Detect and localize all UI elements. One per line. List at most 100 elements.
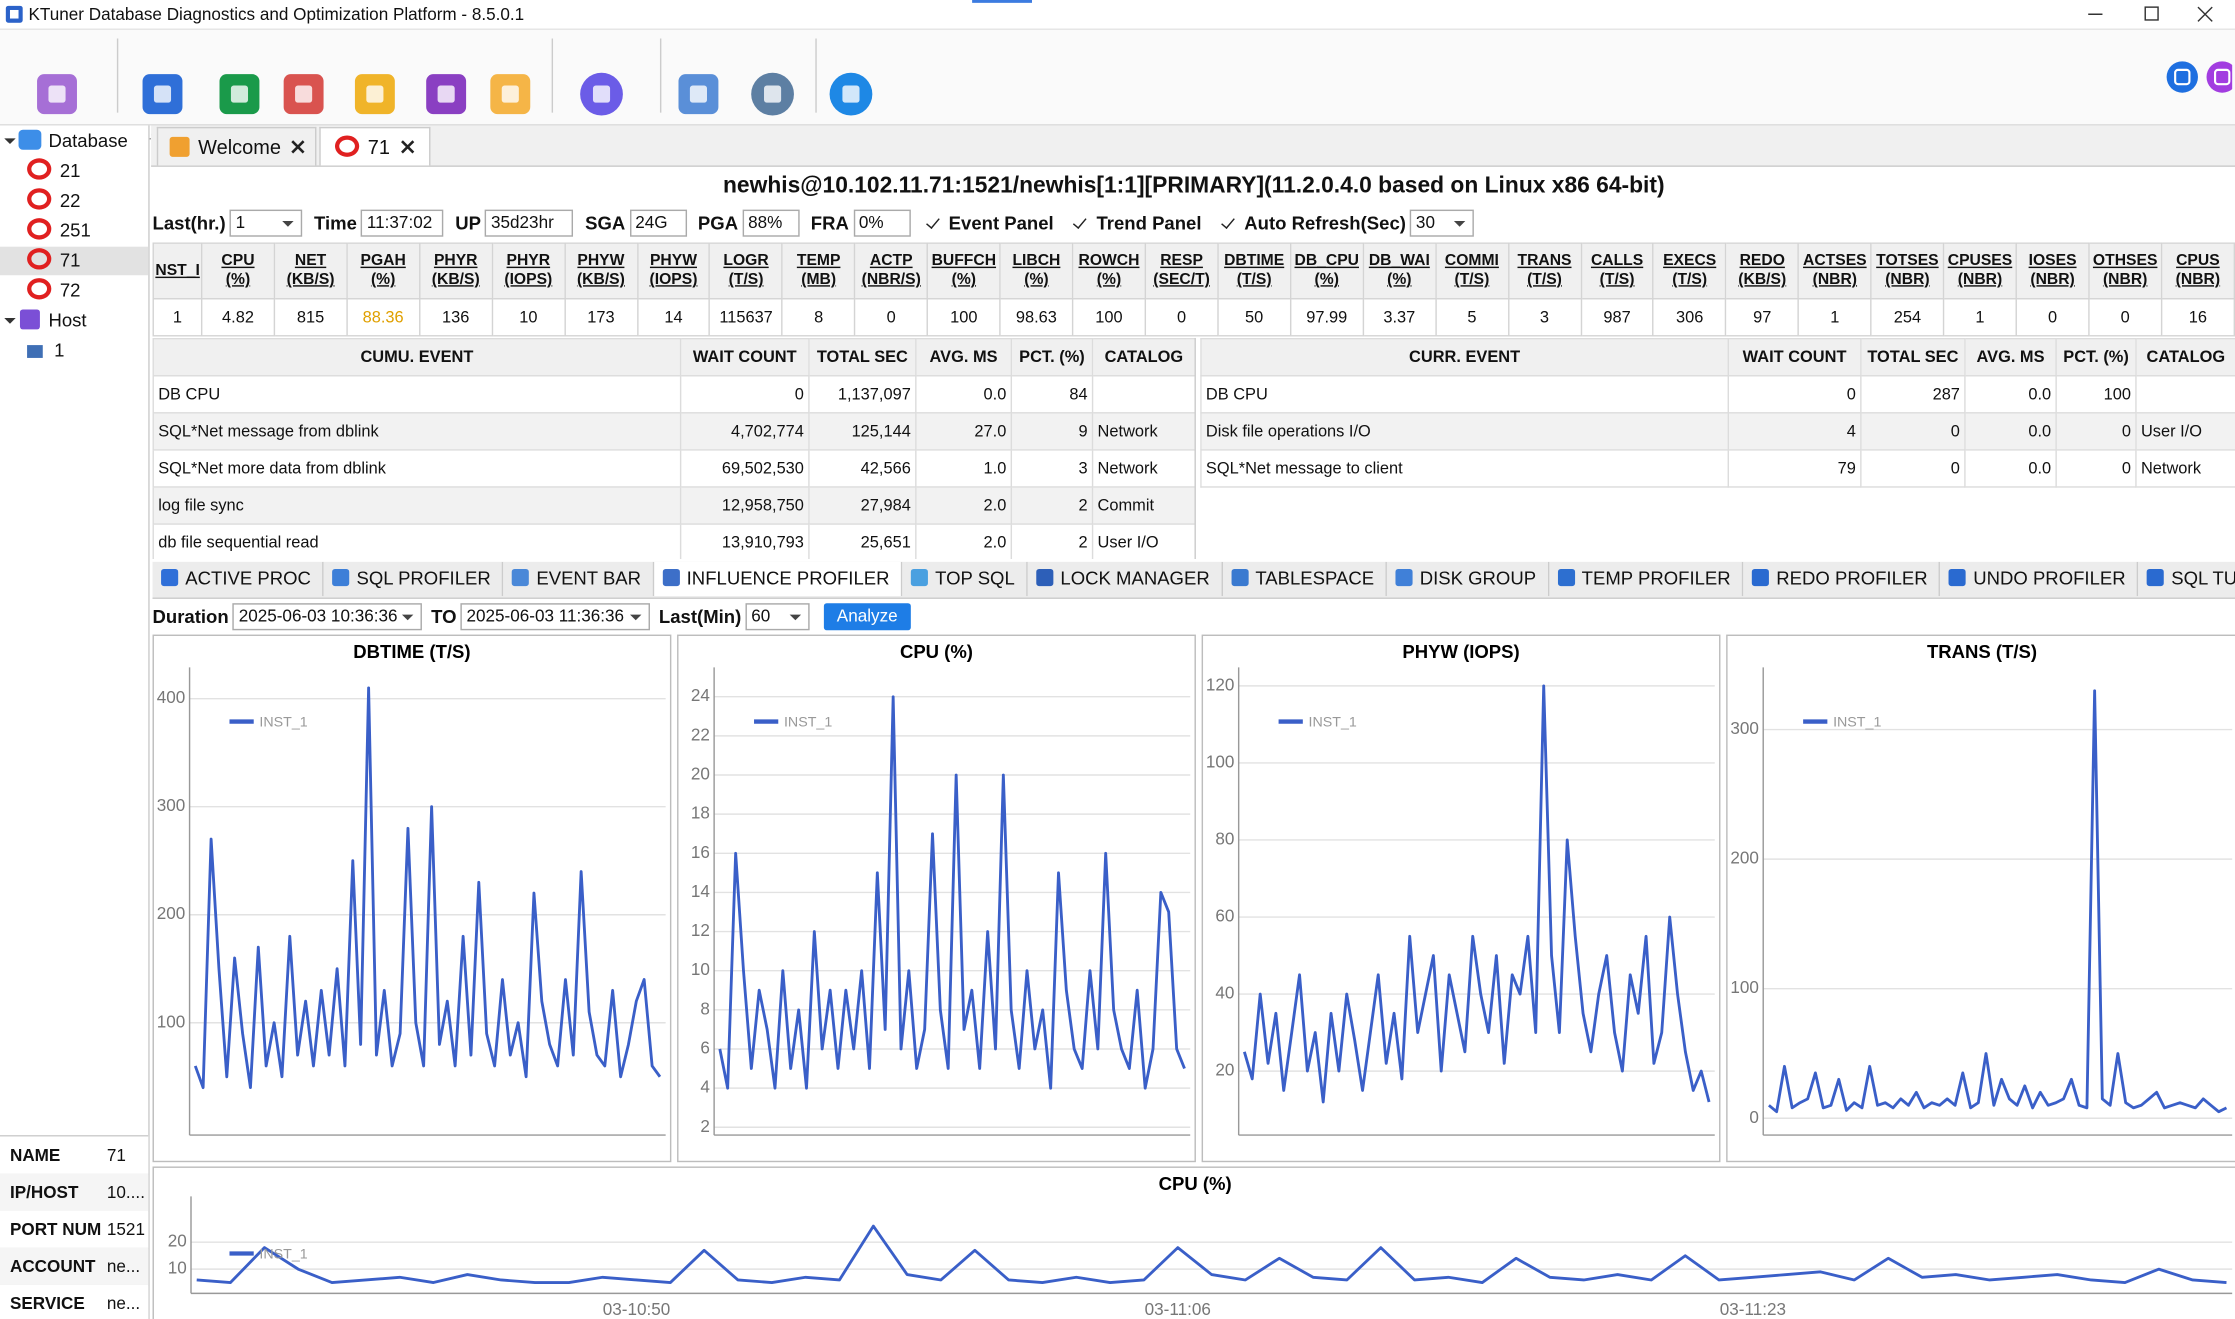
tree-node[interactable]: 251 xyxy=(0,217,148,246)
chart-panel: DBTIME (T/S)100200300400INST_1 xyxy=(153,635,672,1163)
checkbox[interactable] xyxy=(1220,216,1236,232)
column-header[interactable]: CALLS(T/S) xyxy=(1581,243,1654,299)
column-header[interactable]: PHYR(IOPS) xyxy=(492,243,565,299)
profiler-tab[interactable]: TOP SQL xyxy=(902,562,1027,596)
window-controls[interactable] xyxy=(2067,0,2235,29)
y-tick-label: 80 xyxy=(1215,829,1234,848)
column-header[interactable]: LIBCH(%) xyxy=(1000,243,1073,299)
column-header[interactable]: EXECS(T/S) xyxy=(1653,243,1726,299)
column-header[interactable]: CURR. EVENT xyxy=(1201,339,1728,376)
column-header[interactable]: CUMU. EVENT xyxy=(153,339,680,376)
column-header[interactable]: TRANS(T/S) xyxy=(1508,243,1581,299)
column-header[interactable]: CPU(%) xyxy=(202,243,275,299)
tree-node[interactable]: 1 xyxy=(0,337,148,366)
y-tick-label: 20 xyxy=(1215,1061,1234,1080)
tab-close[interactable] xyxy=(291,140,305,154)
column-header[interactable]: BUFFCH(%) xyxy=(928,243,1001,299)
column-header[interactable]: REDO(KB/S) xyxy=(1726,243,1799,299)
column-header[interactable]: PHYW(KB/S) xyxy=(565,243,638,299)
column-header[interactable]: PHYR(KB/S) xyxy=(419,243,492,299)
event-row[interactable]: SQL*Net more data from dblink69,502,5304… xyxy=(153,450,1195,487)
column-header[interactable]: WAIT COUNT xyxy=(681,339,809,376)
column-header[interactable]: CATALOG xyxy=(1093,339,1196,376)
column-header[interactable]: CPUS(NBR) xyxy=(2161,243,2234,299)
column-header[interactable]: TEMP(MB) xyxy=(782,243,855,299)
column-header[interactable]: DB_CPU(%) xyxy=(1290,243,1363,299)
column-header[interactable]: ROWCH(%) xyxy=(1073,243,1146,299)
date-to[interactable]: 2025-06-03 11:36:36 xyxy=(461,604,651,631)
toolbar-right-icons[interactable] xyxy=(2164,58,2232,95)
chart: PHYW (IOPS)20406080100120INST_1 xyxy=(1203,636,1719,1161)
analyze-button[interactable]: Analyze xyxy=(824,604,911,631)
field-value[interactable]: 1 xyxy=(230,210,303,237)
event-row[interactable]: Disk file operations I/O400.00User I/O xyxy=(1201,413,2235,450)
field-value[interactable]: 88% xyxy=(742,210,799,237)
column-header[interactable]: PHYW(IOPS) xyxy=(637,243,710,299)
profiler-tab[interactable]: EVENT BAR xyxy=(504,562,654,596)
column-header[interactable]: DB_WAI(%) xyxy=(1363,243,1436,299)
column-header[interactable]: IOSES(NBR) xyxy=(2016,243,2089,299)
column-header[interactable]: AVG. MS xyxy=(916,339,1012,376)
column-header[interactable]: AVG. MS xyxy=(1965,339,2056,376)
field-value[interactable]: 11:37:02 xyxy=(361,210,444,237)
tree-node[interactable]: 72 xyxy=(0,277,148,306)
column-header[interactable]: CPUSES(NBR) xyxy=(1944,243,2017,299)
column-header[interactable]: ACTSES(NBR) xyxy=(1799,243,1872,299)
tab-label: REDO PROFILER xyxy=(1776,568,1927,589)
column-header[interactable]: PGAH(%) xyxy=(347,243,420,299)
tree-node[interactable]: 22 xyxy=(0,187,148,216)
column-header[interactable]: LOGR(T/S) xyxy=(710,243,783,299)
tree-node[interactable]: Host xyxy=(0,307,148,336)
field-value[interactable]: 24G xyxy=(630,210,687,237)
column-header[interactable]: TOTAL SEC xyxy=(809,339,916,376)
profiler-tab[interactable]: UNDO PROFILER xyxy=(1940,562,2138,596)
chart-title: PHYW (IOPS) xyxy=(1402,641,1519,662)
profiler-tab[interactable]: INFLUENCE PROFILER xyxy=(654,562,902,596)
icon-detail xyxy=(593,86,610,103)
column-header[interactable]: COMMI(T/S) xyxy=(1436,243,1509,299)
document-tab[interactable]: 71 xyxy=(319,127,430,166)
profiler-tab[interactable]: SQL TUI xyxy=(2138,562,2235,596)
header-text: (%) xyxy=(1024,271,1048,288)
checkbox[interactable] xyxy=(1072,216,1088,232)
profiler-tab[interactable]: LOCK MANAGER xyxy=(1028,562,1223,596)
profiler-tab[interactable]: SQL PROFILER xyxy=(324,562,504,596)
column-header[interactable]: RESP(SEC/T) xyxy=(1145,243,1218,299)
field-value[interactable]: 0% xyxy=(853,210,910,237)
event-row[interactable]: DB CPU01,137,0970.084 xyxy=(153,376,1195,413)
profiler-tab[interactable]: REDO PROFILER xyxy=(1743,562,1940,596)
tree-node[interactable]: 71 xyxy=(0,247,148,276)
event-row[interactable]: SQL*Net message to client7900.00Network xyxy=(1201,450,2235,487)
spinner[interactable]: 30 xyxy=(1410,210,1474,237)
event-cell: User I/O xyxy=(2136,413,2235,450)
profiler-tab[interactable]: ACTIVE PROC xyxy=(153,562,324,596)
column-header[interactable]: DBTIME(T/S) xyxy=(1218,243,1291,299)
column-header[interactable]: TOTAL SEC xyxy=(1861,339,1965,376)
profiler-tab[interactable]: TEMP PROFILER xyxy=(1549,562,1744,596)
column-header[interactable]: NET(KB/S) xyxy=(274,243,347,299)
event-head: CURR. EVENTWAIT COUNTTOTAL SECAVG. MSPCT… xyxy=(1201,339,2235,376)
column-header[interactable]: OTHSES(NBR) xyxy=(2089,243,2162,299)
field-value[interactable]: 35d23hr xyxy=(485,210,573,237)
column-header[interactable]: ACTP(NBR/S) xyxy=(855,243,928,299)
column-header[interactable]: PCT. (%) xyxy=(2056,339,2136,376)
column-header[interactable]: TOTSES(NBR) xyxy=(1871,243,1944,299)
date-from[interactable]: 2025-06-03 10:36:36 xyxy=(233,604,423,631)
event-row[interactable]: DB CPU02870.0100 xyxy=(1201,376,2235,413)
profiler-tab[interactable]: DISK GROUP xyxy=(1387,562,1549,596)
event-row[interactable]: log file sync12,958,75027,9842.02Commit xyxy=(153,487,1195,524)
header-text: TOTSES xyxy=(1876,252,1938,269)
column-header[interactable]: NST_I xyxy=(153,243,201,299)
document-tab[interactable]: Welcome xyxy=(157,127,317,166)
column-header[interactable]: PCT. (%) xyxy=(1011,339,1092,376)
tree-node[interactable]: 21 xyxy=(0,157,148,186)
tree-node[interactable]: Database xyxy=(0,127,148,156)
event-row[interactable]: db file sequential read13,910,79325,6512… xyxy=(153,524,1195,559)
column-header[interactable]: CATALOG xyxy=(2136,339,2235,376)
column-header[interactable]: WAIT COUNT xyxy=(1728,339,1861,376)
event-row[interactable]: SQL*Net message from dblink4,702,774125,… xyxy=(153,413,1195,450)
profiler-tab[interactable]: TABLESPACE xyxy=(1223,562,1387,596)
last-minutes[interactable]: 60 xyxy=(746,604,810,631)
checkbox[interactable] xyxy=(924,216,940,232)
tab-close[interactable] xyxy=(400,140,414,154)
